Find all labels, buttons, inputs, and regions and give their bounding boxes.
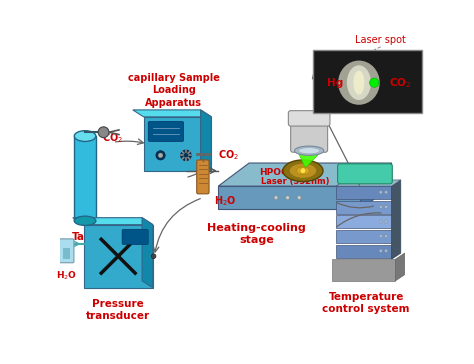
Text: HPOC: HPOC [259, 168, 288, 177]
Circle shape [379, 205, 383, 209]
Circle shape [379, 235, 383, 238]
Polygon shape [74, 136, 96, 221]
FancyBboxPatch shape [197, 160, 209, 194]
Ellipse shape [74, 131, 96, 142]
Ellipse shape [74, 216, 96, 225]
FancyBboxPatch shape [336, 215, 392, 229]
Text: Pressure
transducer: Pressure transducer [86, 298, 150, 321]
Circle shape [379, 220, 383, 223]
Text: CO$_2$: CO$_2$ [389, 76, 411, 90]
FancyBboxPatch shape [336, 245, 392, 258]
Polygon shape [336, 180, 401, 186]
FancyBboxPatch shape [336, 201, 392, 214]
FancyBboxPatch shape [288, 111, 330, 126]
Text: capillary Sample
Loading
Apparatus: capillary Sample Loading Apparatus [128, 73, 219, 108]
Ellipse shape [347, 65, 371, 100]
Text: Temperature
control system: Temperature control system [322, 292, 410, 314]
Ellipse shape [354, 71, 365, 95]
Circle shape [151, 254, 156, 258]
Polygon shape [361, 163, 392, 209]
Text: H$_2$O: H$_2$O [56, 269, 77, 282]
Polygon shape [219, 163, 392, 186]
Circle shape [384, 220, 388, 223]
Circle shape [384, 235, 388, 238]
FancyBboxPatch shape [63, 248, 71, 258]
Polygon shape [219, 186, 361, 209]
Ellipse shape [294, 146, 324, 155]
FancyBboxPatch shape [148, 122, 183, 142]
FancyBboxPatch shape [122, 229, 148, 245]
Circle shape [300, 168, 306, 174]
Circle shape [370, 78, 379, 87]
Ellipse shape [283, 160, 323, 182]
Polygon shape [144, 117, 211, 171]
Polygon shape [73, 218, 153, 225]
Text: Laser spot: Laser spot [356, 35, 406, 45]
Polygon shape [201, 110, 211, 171]
Circle shape [379, 191, 383, 194]
Polygon shape [395, 253, 405, 281]
Circle shape [379, 249, 383, 252]
Polygon shape [298, 153, 320, 168]
Circle shape [274, 196, 278, 199]
FancyBboxPatch shape [336, 230, 392, 243]
Text: CO$_2$: CO$_2$ [219, 149, 239, 162]
FancyBboxPatch shape [59, 239, 74, 263]
Circle shape [158, 153, 163, 158]
Text: Hg: Hg [327, 78, 343, 88]
Circle shape [384, 205, 388, 209]
Ellipse shape [338, 60, 380, 105]
Circle shape [156, 151, 165, 160]
Ellipse shape [298, 148, 320, 154]
Text: Laser (532nm): Laser (532nm) [261, 177, 329, 186]
FancyBboxPatch shape [336, 186, 392, 199]
Circle shape [384, 191, 388, 194]
FancyBboxPatch shape [337, 164, 392, 184]
Text: CO$_2$: CO$_2$ [102, 131, 123, 145]
Polygon shape [142, 218, 153, 288]
FancyBboxPatch shape [332, 259, 395, 281]
FancyBboxPatch shape [313, 50, 422, 113]
Circle shape [297, 196, 301, 199]
Text: Tank: Tank [72, 232, 99, 242]
Circle shape [286, 196, 290, 199]
Polygon shape [83, 225, 153, 288]
Text: H$_2$O: H$_2$O [214, 195, 237, 209]
Ellipse shape [289, 163, 317, 178]
Circle shape [181, 150, 191, 161]
Circle shape [98, 127, 109, 138]
Circle shape [384, 249, 388, 252]
FancyBboxPatch shape [291, 118, 328, 152]
Text: Heating-cooling
stage: Heating-cooling stage [208, 223, 306, 245]
Polygon shape [392, 180, 401, 259]
Polygon shape [133, 110, 211, 117]
Ellipse shape [297, 167, 309, 175]
